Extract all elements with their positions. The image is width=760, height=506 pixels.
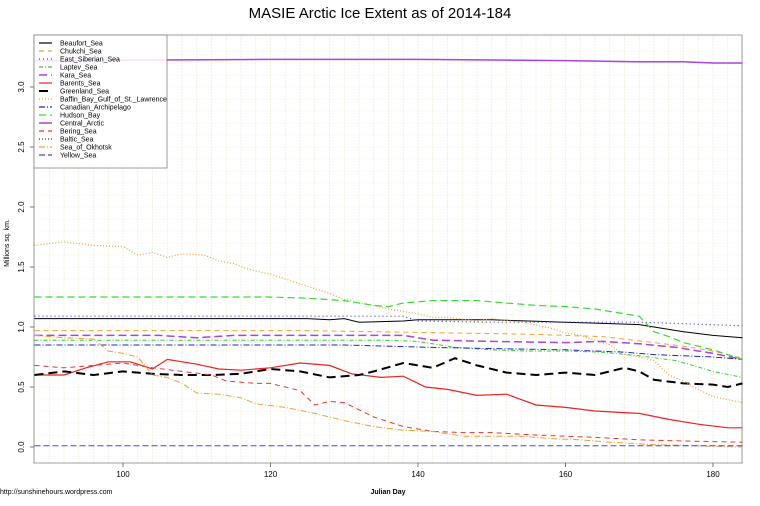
series-beaufort-sea: [34, 318, 743, 339]
y-tick-label: 2.5: [17, 141, 26, 153]
legend-item-label: Kara_Sea: [60, 73, 91, 80]
series-central-arctic: [34, 58, 743, 64]
x-tick-label: 160: [559, 470, 573, 479]
legend: Beaufort_SeaChukchi_SeaEast_Siberian_Sea…: [33, 34, 168, 169]
legend-item-label: Central_Arctic: [60, 121, 104, 128]
legend-item-label: Chukchi_Sea: [60, 49, 102, 56]
y-tick-label: 3.0: [17, 81, 26, 93]
x-axis: 100 120 140 160 180: [116, 463, 720, 479]
y-tick-label: 0.5: [17, 381, 26, 393]
legend-item-label: Sea_of_Okhotsk: [60, 145, 112, 152]
y-tick-label: 1.0: [17, 321, 26, 333]
legend-item-label: Bering_Sea: [60, 129, 97, 136]
x-tick-label: 180: [706, 470, 720, 479]
x-tick-label: 100: [116, 470, 130, 479]
y-tick-label: 0.0: [17, 441, 26, 453]
series-baffin-bay-gulf-of-st-lawrence: [34, 241, 743, 404]
series-hudson-bay: [34, 296, 743, 360]
series-bering-sea: [34, 362, 743, 443]
y-tick-label: 1.5: [17, 261, 26, 273]
legend-item-label: Greenland_Sea: [60, 89, 109, 96]
series-kara-sea: [34, 334, 743, 361]
data-series: [34, 58, 743, 448]
chart-title: MASIE Arctic Ice Extent as of 2014-184: [249, 5, 512, 22]
y-tick-label: 2.0: [17, 201, 26, 213]
x-tick-label: 120: [264, 470, 278, 479]
legend-item-label: East_Siberian_Sea: [60, 57, 120, 64]
series-sea-of-okhotsk: [34, 334, 743, 448]
series-barents-sea: [34, 358, 743, 429]
legend-item-label: Laptev_Sea: [60, 65, 97, 72]
plot-grid: [34, 35, 743, 463]
legend-item-label: Beaufort_Sea: [60, 41, 103, 48]
legend-item-label: Baltic_Sea: [60, 137, 94, 144]
credit-text: http://sunshinehours.wordpress.com: [0, 489, 113, 496]
legend-item-label: Hudson_Bay: [60, 113, 101, 120]
series-greenland-sea: [34, 357, 743, 389]
legend-item-label: Barents_Sea: [60, 81, 101, 88]
legend-item-label: Baffin_Bay_Gulf_of_St._Lawrence: [60, 97, 167, 104]
x-tick-label: 140: [411, 470, 425, 479]
plot-frame: [33, 34, 743, 464]
series-canadian-archipelago: [34, 344, 743, 360]
series-chukchi-sea: [34, 330, 743, 359]
legend-item-label: Canadian_Archipelago: [60, 105, 131, 112]
series-laptev-sea: [34, 339, 743, 378]
y-axis-label: Millions sq. km.: [4, 219, 11, 267]
legend-item-label: Yellow_Sea: [60, 153, 96, 160]
y-axis: 0.0 0.5 1.0 1.5 2.0 2.5 3.0: [17, 81, 34, 453]
x-axis-label: Julian Day: [370, 489, 405, 496]
